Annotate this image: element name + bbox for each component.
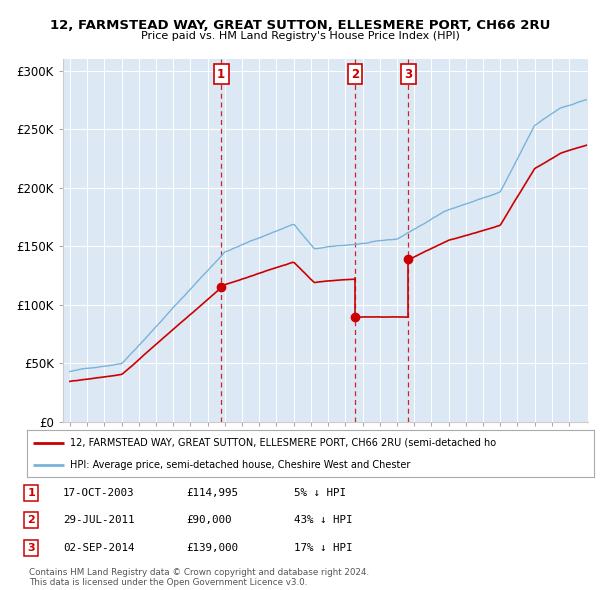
Text: 1: 1: [217, 68, 225, 81]
Text: 1: 1: [28, 488, 35, 497]
Text: Price paid vs. HM Land Registry's House Price Index (HPI): Price paid vs. HM Land Registry's House …: [140, 31, 460, 41]
Text: Contains HM Land Registry data © Crown copyright and database right 2024.
This d: Contains HM Land Registry data © Crown c…: [29, 568, 369, 587]
Text: 29-JUL-2011: 29-JUL-2011: [63, 516, 134, 525]
Text: 43% ↓ HPI: 43% ↓ HPI: [294, 516, 353, 525]
Text: 12, FARMSTEAD WAY, GREAT SUTTON, ELLESMERE PORT, CH66 2RU (semi-detached ho: 12, FARMSTEAD WAY, GREAT SUTTON, ELLESME…: [70, 438, 496, 448]
Text: £90,000: £90,000: [186, 516, 232, 525]
Text: £139,000: £139,000: [186, 543, 238, 553]
Text: 3: 3: [404, 68, 413, 81]
Text: 2: 2: [28, 516, 35, 525]
Text: 12, FARMSTEAD WAY, GREAT SUTTON, ELLESMERE PORT, CH66 2RU: 12, FARMSTEAD WAY, GREAT SUTTON, ELLESME…: [50, 19, 550, 32]
Text: 5% ↓ HPI: 5% ↓ HPI: [294, 488, 346, 497]
Text: 02-SEP-2014: 02-SEP-2014: [63, 543, 134, 553]
Text: HPI: Average price, semi-detached house, Cheshire West and Chester: HPI: Average price, semi-detached house,…: [70, 460, 410, 470]
Text: 17% ↓ HPI: 17% ↓ HPI: [294, 543, 353, 553]
Text: 17-OCT-2003: 17-OCT-2003: [63, 488, 134, 497]
Text: 2: 2: [351, 68, 359, 81]
Text: 3: 3: [28, 543, 35, 553]
Text: £114,995: £114,995: [186, 488, 238, 497]
